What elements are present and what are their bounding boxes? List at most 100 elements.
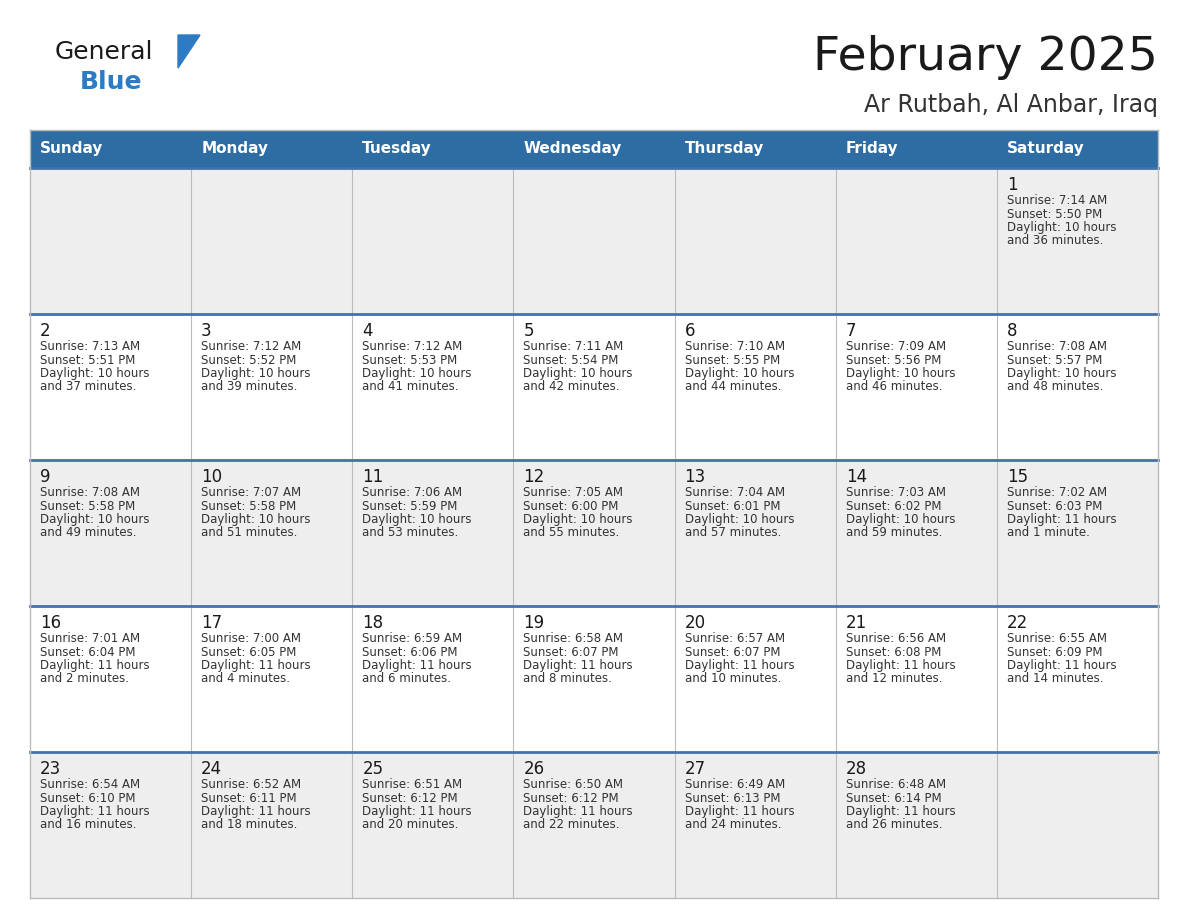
Text: and 18 minutes.: and 18 minutes. xyxy=(201,819,297,832)
Text: Daylight: 10 hours: Daylight: 10 hours xyxy=(524,367,633,380)
Text: Sunrise: 7:12 AM: Sunrise: 7:12 AM xyxy=(201,340,302,353)
Text: and 48 minutes.: and 48 minutes. xyxy=(1007,380,1104,394)
Text: and 26 minutes.: and 26 minutes. xyxy=(846,819,942,832)
Text: Daylight: 10 hours: Daylight: 10 hours xyxy=(362,513,472,526)
Text: 4: 4 xyxy=(362,322,373,340)
Text: Sunset: 5:52 PM: Sunset: 5:52 PM xyxy=(201,353,297,366)
Text: Tuesday: Tuesday xyxy=(362,141,432,156)
Text: and 2 minutes.: and 2 minutes. xyxy=(40,673,129,686)
Text: and 4 minutes.: and 4 minutes. xyxy=(201,673,290,686)
Text: Daylight: 11 hours: Daylight: 11 hours xyxy=(846,659,955,672)
Text: Daylight: 10 hours: Daylight: 10 hours xyxy=(40,513,150,526)
Text: Sunrise: 7:12 AM: Sunrise: 7:12 AM xyxy=(362,340,462,353)
Text: 10: 10 xyxy=(201,468,222,486)
Text: Sunrise: 6:51 AM: Sunrise: 6:51 AM xyxy=(362,778,462,791)
Text: Sunrise: 7:06 AM: Sunrise: 7:06 AM xyxy=(362,486,462,499)
Text: Sunset: 5:57 PM: Sunset: 5:57 PM xyxy=(1007,353,1102,366)
Text: Sunset: 5:55 PM: Sunset: 5:55 PM xyxy=(684,353,779,366)
Text: 6: 6 xyxy=(684,322,695,340)
Text: and 8 minutes.: and 8 minutes. xyxy=(524,673,612,686)
Text: 5: 5 xyxy=(524,322,533,340)
Text: Sunrise: 6:59 AM: Sunrise: 6:59 AM xyxy=(362,632,462,645)
Text: Sunrise: 6:56 AM: Sunrise: 6:56 AM xyxy=(846,632,946,645)
Text: 8: 8 xyxy=(1007,322,1017,340)
Text: Sunset: 5:58 PM: Sunset: 5:58 PM xyxy=(201,499,296,512)
Text: 7: 7 xyxy=(846,322,857,340)
Text: and 41 minutes.: and 41 minutes. xyxy=(362,380,459,394)
Text: Sunrise: 7:14 AM: Sunrise: 7:14 AM xyxy=(1007,194,1107,207)
Text: 27: 27 xyxy=(684,760,706,778)
Text: and 10 minutes.: and 10 minutes. xyxy=(684,673,781,686)
Text: 26: 26 xyxy=(524,760,544,778)
Text: 9: 9 xyxy=(40,468,51,486)
Text: Daylight: 11 hours: Daylight: 11 hours xyxy=(1007,513,1117,526)
Text: Sunrise: 6:58 AM: Sunrise: 6:58 AM xyxy=(524,632,624,645)
Text: Sunset: 6:06 PM: Sunset: 6:06 PM xyxy=(362,645,457,658)
Text: Sunset: 5:51 PM: Sunset: 5:51 PM xyxy=(40,353,135,366)
Text: and 24 minutes.: and 24 minutes. xyxy=(684,819,781,832)
Text: Sunset: 5:58 PM: Sunset: 5:58 PM xyxy=(40,499,135,512)
Text: Friday: Friday xyxy=(846,141,898,156)
Text: Sunset: 6:01 PM: Sunset: 6:01 PM xyxy=(684,499,781,512)
Text: Sunrise: 7:13 AM: Sunrise: 7:13 AM xyxy=(40,340,140,353)
Text: Daylight: 11 hours: Daylight: 11 hours xyxy=(684,659,795,672)
Text: Daylight: 11 hours: Daylight: 11 hours xyxy=(524,659,633,672)
Bar xyxy=(997,130,1158,168)
Text: Sunrise: 7:08 AM: Sunrise: 7:08 AM xyxy=(1007,340,1107,353)
Text: Thursday: Thursday xyxy=(684,141,764,156)
Text: 18: 18 xyxy=(362,614,384,632)
Text: Sunset: 5:53 PM: Sunset: 5:53 PM xyxy=(362,353,457,366)
Text: Sunset: 6:03 PM: Sunset: 6:03 PM xyxy=(1007,499,1102,512)
Text: and 37 minutes.: and 37 minutes. xyxy=(40,380,137,394)
Text: 19: 19 xyxy=(524,614,544,632)
Text: Daylight: 11 hours: Daylight: 11 hours xyxy=(524,805,633,818)
Text: Sunset: 6:12 PM: Sunset: 6:12 PM xyxy=(362,791,457,804)
Text: Daylight: 10 hours: Daylight: 10 hours xyxy=(40,367,150,380)
Text: and 57 minutes.: and 57 minutes. xyxy=(684,527,781,540)
Text: Sunrise: 7:07 AM: Sunrise: 7:07 AM xyxy=(201,486,302,499)
Text: Daylight: 11 hours: Daylight: 11 hours xyxy=(684,805,795,818)
Text: Sunrise: 7:11 AM: Sunrise: 7:11 AM xyxy=(524,340,624,353)
Text: Daylight: 11 hours: Daylight: 11 hours xyxy=(201,659,311,672)
Text: Blue: Blue xyxy=(80,70,143,94)
Text: Wednesday: Wednesday xyxy=(524,141,621,156)
Text: and 55 minutes.: and 55 minutes. xyxy=(524,527,620,540)
Text: Sunrise: 6:49 AM: Sunrise: 6:49 AM xyxy=(684,778,785,791)
Text: and 6 minutes.: and 6 minutes. xyxy=(362,673,451,686)
Text: Sunrise: 7:02 AM: Sunrise: 7:02 AM xyxy=(1007,486,1107,499)
Text: Sunset: 5:54 PM: Sunset: 5:54 PM xyxy=(524,353,619,366)
Text: and 39 minutes.: and 39 minutes. xyxy=(201,380,297,394)
Text: Sunrise: 6:48 AM: Sunrise: 6:48 AM xyxy=(846,778,946,791)
Text: 24: 24 xyxy=(201,760,222,778)
Bar xyxy=(30,460,1158,606)
Text: and 42 minutes.: and 42 minutes. xyxy=(524,380,620,394)
Text: Sunset: 6:11 PM: Sunset: 6:11 PM xyxy=(201,791,297,804)
Text: 15: 15 xyxy=(1007,468,1028,486)
Text: and 51 minutes.: and 51 minutes. xyxy=(201,527,297,540)
Bar xyxy=(30,606,1158,752)
Text: and 46 minutes.: and 46 minutes. xyxy=(846,380,942,394)
Text: Sunrise: 7:05 AM: Sunrise: 7:05 AM xyxy=(524,486,624,499)
Text: 14: 14 xyxy=(846,468,867,486)
Text: Sunset: 6:04 PM: Sunset: 6:04 PM xyxy=(40,645,135,658)
Text: Sunrise: 7:01 AM: Sunrise: 7:01 AM xyxy=(40,632,140,645)
Text: Sunrise: 7:09 AM: Sunrise: 7:09 AM xyxy=(846,340,946,353)
Text: Daylight: 10 hours: Daylight: 10 hours xyxy=(846,367,955,380)
Text: Sunset: 6:02 PM: Sunset: 6:02 PM xyxy=(846,499,941,512)
Text: Sunrise: 6:50 AM: Sunrise: 6:50 AM xyxy=(524,778,624,791)
Text: Sunset: 5:56 PM: Sunset: 5:56 PM xyxy=(846,353,941,366)
Bar xyxy=(30,130,191,168)
Text: Daylight: 11 hours: Daylight: 11 hours xyxy=(40,659,150,672)
Text: and 53 minutes.: and 53 minutes. xyxy=(362,527,459,540)
Text: Daylight: 10 hours: Daylight: 10 hours xyxy=(201,367,310,380)
Bar xyxy=(835,130,997,168)
Text: Sunset: 6:00 PM: Sunset: 6:00 PM xyxy=(524,499,619,512)
Text: Sunrise: 7:04 AM: Sunrise: 7:04 AM xyxy=(684,486,785,499)
Text: 12: 12 xyxy=(524,468,544,486)
Text: Monday: Monday xyxy=(201,141,268,156)
Text: General: General xyxy=(55,40,153,64)
Text: Sunset: 6:08 PM: Sunset: 6:08 PM xyxy=(846,645,941,658)
Text: Sunrise: 7:00 AM: Sunrise: 7:00 AM xyxy=(201,632,301,645)
Text: Ar Rutbah, Al Anbar, Iraq: Ar Rutbah, Al Anbar, Iraq xyxy=(864,93,1158,117)
Text: 1: 1 xyxy=(1007,176,1017,194)
